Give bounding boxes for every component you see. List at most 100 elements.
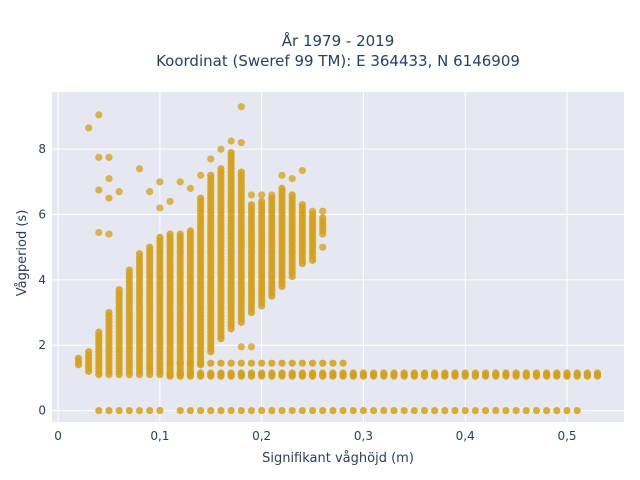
- tick-labels: 0 0,1 0,2 0,3 0,4 0,5 0 2 4 6 8: [38, 142, 576, 443]
- data-point: [105, 194, 113, 202]
- data-point: [308, 369, 317, 377]
- data-point: [431, 369, 439, 377]
- data-point: [308, 359, 317, 367]
- data-point: [359, 406, 368, 415]
- data-point: [217, 369, 225, 377]
- data-point: [125, 406, 133, 415]
- y-axis-title: Vågperiod (s): [15, 210, 30, 297]
- y-tick-label: 0: [38, 404, 46, 418]
- data-point: [471, 406, 479, 415]
- data-point: [288, 174, 296, 183]
- data-point: [400, 406, 408, 415]
- data-point: [553, 406, 561, 415]
- data-point: [217, 145, 225, 153]
- data-point: [339, 369, 347, 377]
- data-point: [156, 233, 164, 241]
- data-point: [298, 359, 306, 367]
- data-point: [166, 369, 174, 377]
- data-point: [237, 103, 245, 111]
- y-tick-label: 6: [38, 208, 46, 222]
- chart-title-line-2: Koordinat (Sweref 99 TM): E 364433, N 61…: [156, 52, 520, 70]
- data-point: [268, 406, 276, 415]
- data-point: [573, 406, 581, 415]
- y-tick-label: 2: [38, 338, 46, 352]
- data-point: [237, 168, 245, 176]
- data-point: [247, 406, 256, 415]
- data-point: [115, 188, 123, 196]
- data-point: [461, 369, 469, 377]
- data-point: [95, 111, 103, 119]
- y-tick-label: 8: [38, 142, 46, 156]
- data-point: [207, 359, 215, 367]
- data-point: [95, 406, 103, 415]
- data-point: [227, 148, 235, 157]
- data-point: [247, 359, 256, 367]
- data-point: [95, 186, 103, 194]
- data-point: [583, 369, 591, 377]
- x-axis-title: Signifikant våghöjd (m): [262, 451, 414, 466]
- data-point: [339, 359, 347, 367]
- data-point: [420, 406, 429, 415]
- data-point: [481, 406, 490, 415]
- data-point: [176, 369, 184, 377]
- data-point: [481, 369, 490, 377]
- x-tick-label: 0,4: [456, 429, 475, 443]
- data-point: [593, 369, 602, 377]
- data-point: [186, 369, 195, 377]
- data-point: [553, 369, 561, 377]
- data-point: [146, 188, 154, 196]
- data-point: [288, 359, 296, 367]
- data-point: [217, 406, 225, 415]
- data-point: [176, 359, 184, 367]
- data-point: [247, 369, 256, 377]
- data-point: [237, 343, 245, 351]
- data-point: [166, 359, 174, 367]
- data-point: [227, 369, 235, 377]
- data-point: [247, 201, 256, 209]
- data-point: [522, 369, 530, 377]
- data-point: [543, 406, 551, 415]
- x-tick-label: 0,3: [354, 429, 373, 443]
- data-point: [288, 191, 296, 199]
- data-point: [237, 359, 245, 367]
- data-point: [278, 359, 286, 367]
- x-tick-label: 0,1: [150, 429, 169, 443]
- data-point: [431, 406, 439, 415]
- data-point: [532, 369, 541, 377]
- data-point: [380, 406, 388, 415]
- data-point: [329, 369, 337, 377]
- data-point: [207, 369, 215, 377]
- data-point: [95, 328, 103, 336]
- data-point: [176, 406, 184, 415]
- data-point: [461, 406, 469, 415]
- data-point: [258, 369, 266, 377]
- data-point: [156, 204, 164, 212]
- data-point: [308, 207, 317, 215]
- x-tick-label: 0,5: [557, 429, 576, 443]
- data-point: [186, 184, 195, 192]
- data-point: [166, 230, 174, 238]
- data-point: [563, 406, 571, 415]
- data-point: [247, 343, 256, 351]
- data-point: [217, 165, 225, 173]
- data-point: [95, 153, 103, 161]
- data-point: [522, 406, 530, 415]
- data-point: [217, 359, 225, 367]
- data-point: [105, 406, 113, 415]
- data-point: [207, 406, 215, 415]
- data-point: [492, 406, 500, 415]
- data-point: [115, 406, 123, 415]
- data-points: [74, 103, 602, 415]
- data-point: [573, 369, 581, 377]
- data-point: [410, 369, 418, 377]
- data-point: [237, 369, 245, 377]
- data-point: [176, 230, 184, 238]
- data-point: [227, 406, 235, 415]
- data-point: [451, 406, 459, 415]
- data-point: [288, 369, 296, 377]
- data-point: [156, 406, 164, 415]
- data-point: [105, 308, 113, 317]
- data-point: [319, 207, 327, 215]
- data-point: [298, 201, 306, 209]
